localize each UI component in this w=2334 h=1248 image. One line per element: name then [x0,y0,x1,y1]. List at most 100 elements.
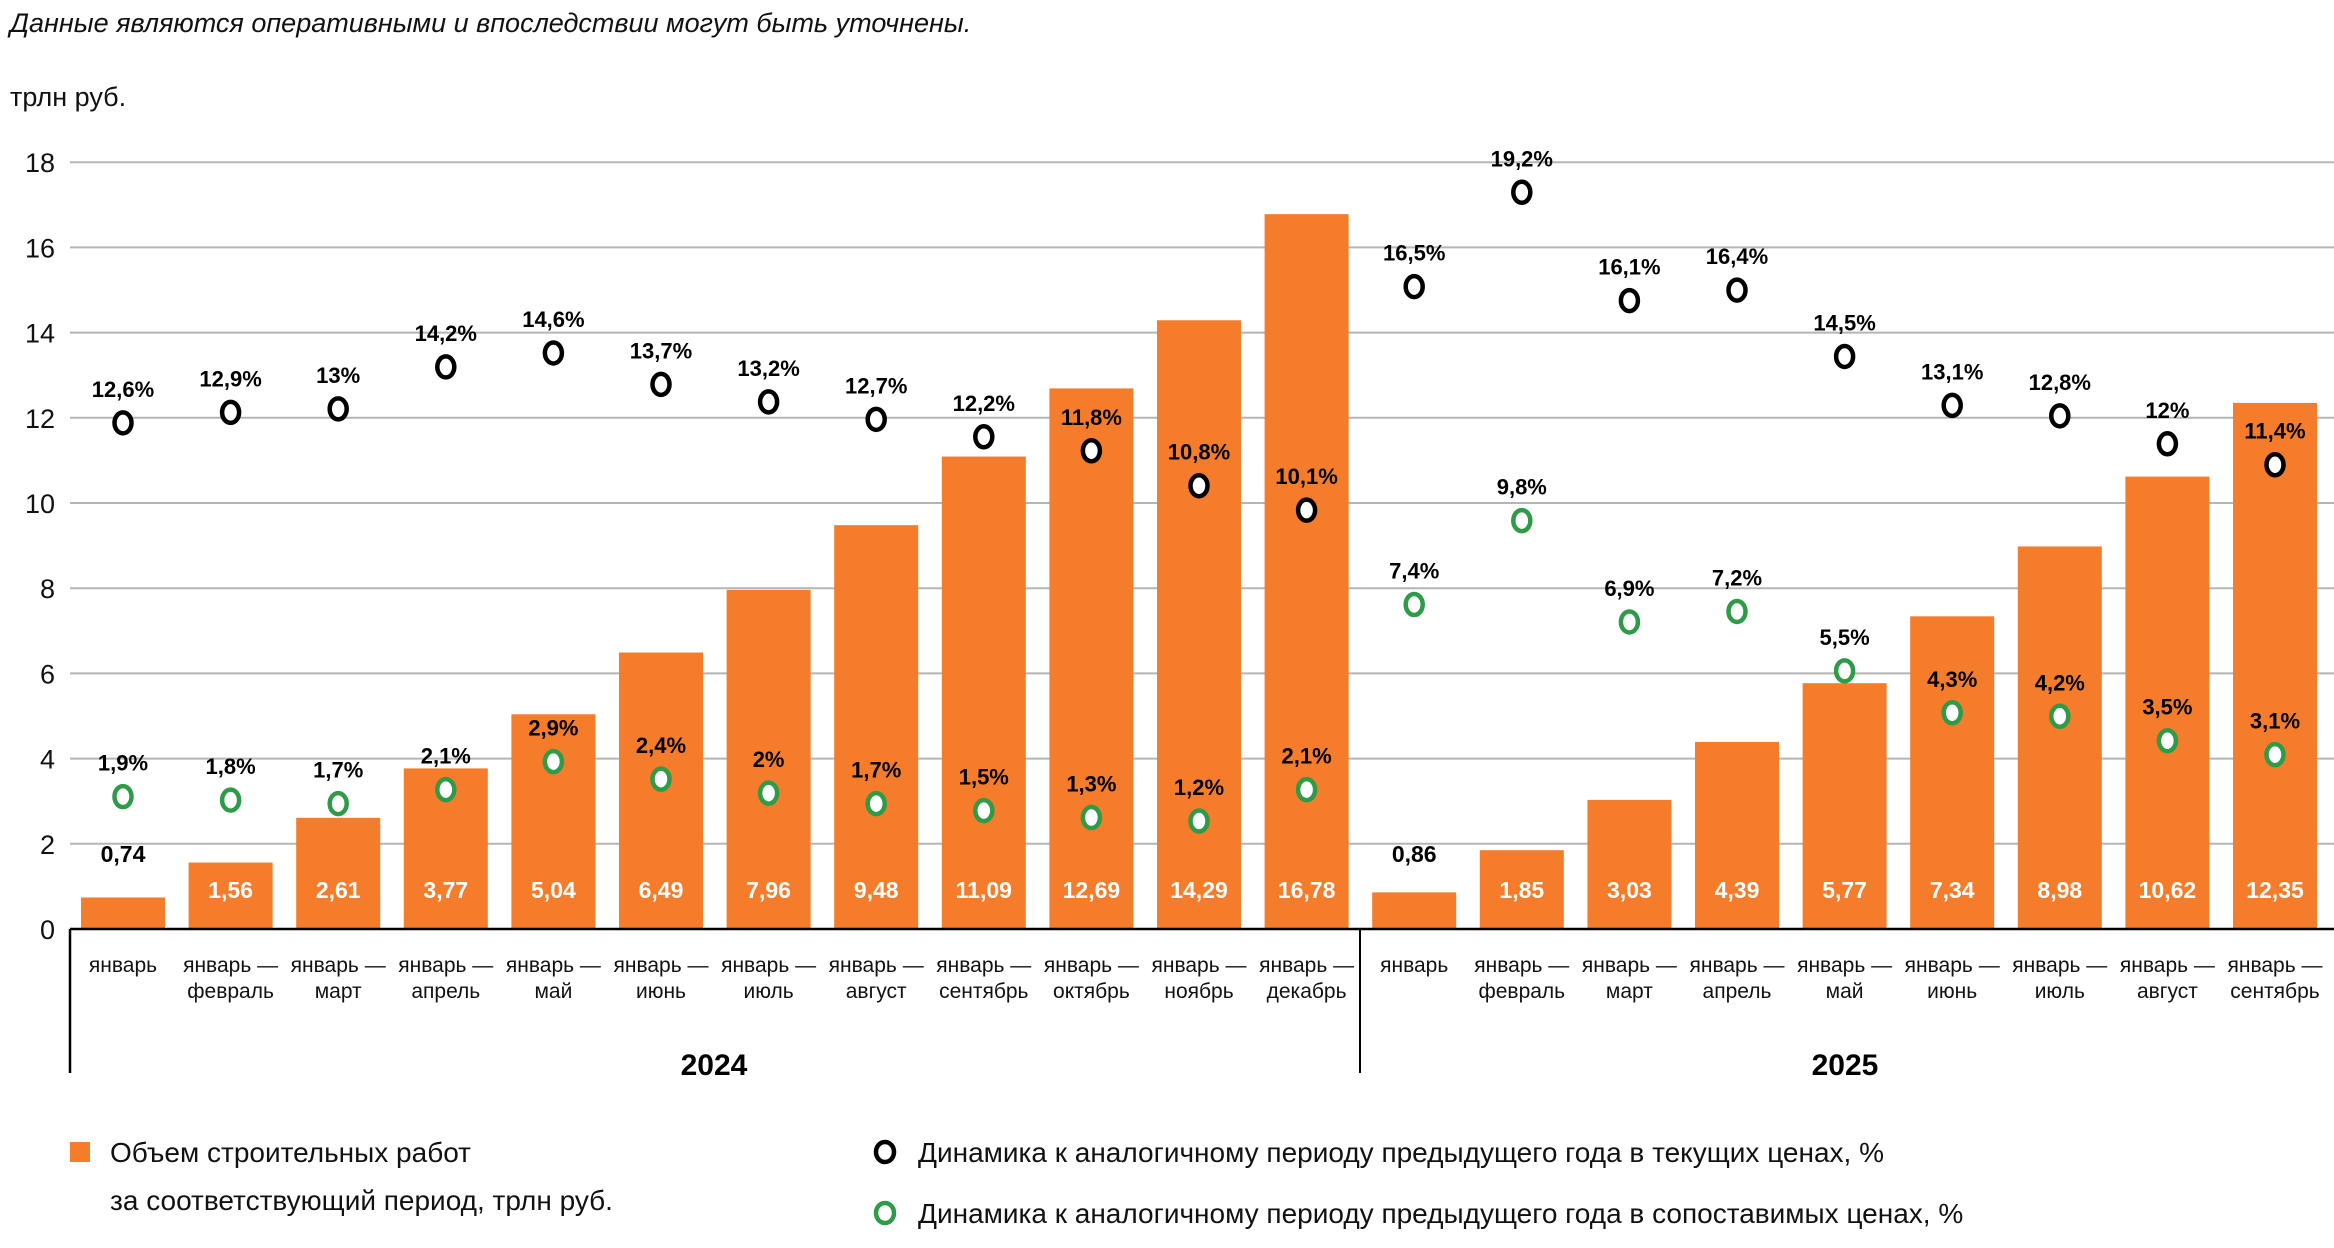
percent-label: 4,3% [1927,667,1977,692]
percent-label: 14,2% [415,321,477,346]
current-price-marker [1403,273,1425,300]
current-price-marker [1080,438,1103,464]
bar-value-label: 3,77 [423,877,468,903]
x-tick-label: январь — [291,954,386,977]
y-tick-label: 16 [25,233,55,263]
percent-label: 12,9% [199,366,261,391]
y-tick-label: 10 [25,489,55,519]
comparable-price-marker [757,780,780,806]
x-tick-label: июль [2035,980,2085,1003]
bar [726,589,811,929]
x-tick-label: январь — [1259,954,1354,977]
bar-value-label: 5,04 [531,877,576,903]
comparable-price-marker [1403,591,1425,618]
y-tick-label: 8 [40,574,55,604]
percent-label: 10,8% [1168,440,1230,465]
y-tick-label: 12 [25,404,55,434]
x-tick-label: май [1826,980,1864,1003]
x-tick-label: январь — [721,954,816,977]
bar-value-label: 7,34 [1930,877,1975,903]
current-price-marker [542,340,565,366]
percent-label: 2,1% [421,744,471,769]
percent-label: 1,7% [313,758,363,783]
bar [1802,683,1887,929]
percent-label: 5,5% [1820,625,1870,650]
current-price-marker [1511,179,1533,206]
bar [1479,850,1564,929]
percent-label: 11,8% [1061,405,1122,430]
x-tick-label: январь [1380,954,1448,977]
comparable-price-marker [1833,658,1856,684]
percent-label: 10,1% [1275,464,1337,489]
x-tick-label: январь — [936,954,1031,977]
comparable-price-marker [2156,727,2179,754]
comparable-price-marker [865,790,887,817]
y-tick-label: 4 [40,745,55,775]
bar-value-label: 6,49 [639,877,684,903]
comparable-price-marker [2049,703,2071,730]
bar [188,862,273,929]
x-tick-label: март [1606,980,1653,1003]
bar-value-label: 4,39 [1715,877,1760,903]
x-tick-label: апрель [411,980,480,1003]
current-price-marker [1618,287,1641,314]
percent-label: 7,4% [1389,558,1439,583]
comparable-price-marker [1511,507,1533,534]
bar-value-label: 0,86 [1392,841,1437,867]
current-price-marker [2264,451,2286,478]
x-tick-label: январь — [1797,954,1892,977]
comparable-price-marker [435,776,457,803]
bar [2125,476,2210,929]
percent-label: 3,5% [2142,695,2192,720]
bar [1372,892,1457,929]
current-price-marker [973,424,995,450]
y-tick-label: 0 [40,915,55,945]
unit-label: трлн руб. [10,82,126,112]
current-price-marker [650,371,672,398]
x-tick-label: январь — [2227,954,2322,977]
x-tick-label: декабрь [1267,980,1347,1003]
percent-label: 12,6% [92,377,154,402]
year-label: 2024 [681,1049,748,1082]
x-tick-label: июнь [636,980,686,1003]
legend-current-marker [873,1139,897,1165]
bar-value-label: 1,56 [208,877,253,903]
bar-value-label: 1,85 [1499,877,1544,903]
percent-label: 7,2% [1712,565,1762,590]
comparable-price-marker [112,783,134,810]
bar-value-label: 10,62 [2139,877,2197,903]
legend-label: Динамика к аналогичному периоду предыдущ… [918,1198,1963,1229]
comparable-price-marker [973,797,995,824]
bar-value-label: 7,96 [746,877,791,903]
bar [2017,546,2102,929]
comparable-price-marker [327,790,349,817]
x-tick-label: сентябрь [2230,980,2319,1003]
current-price-marker [1726,277,1748,303]
percent-label: 1,8% [206,754,256,779]
bar [1910,616,1995,929]
x-tick-label: январь — [613,954,708,977]
bar-value-label: 16,78 [1278,877,1336,903]
percent-label: 14,5% [1813,310,1875,335]
current-price-marker [112,410,134,436]
current-price-marker [1295,497,1318,523]
legend-comparable-marker [873,1200,897,1226]
current-price-marker [435,354,457,380]
legend-label: за соответствующий период, трлн руб. [110,1185,613,1216]
percent-label: 13,7% [630,338,692,363]
y-tick-label: 18 [25,148,55,178]
percent-label: 12,7% [845,373,907,398]
percent-label: 14,6% [522,307,584,332]
legend-label: Динамика к аналогичному периоду предыдущ… [918,1137,1884,1168]
percent-label: 1,2% [1174,775,1224,800]
y-tick-label: 14 [25,319,55,349]
comparable-price-marker [650,766,672,792]
bar-value-label: 2,61 [316,877,361,903]
percent-label: 11,4% [2244,419,2305,444]
year-label: 2025 [1812,1049,1879,1082]
comparable-price-marker [1726,598,1748,625]
bar-value-label: 5,77 [1822,877,1867,903]
bar-value-label: 9,48 [854,877,899,903]
data-note: Данные являются оперативными и впоследст… [7,8,971,38]
